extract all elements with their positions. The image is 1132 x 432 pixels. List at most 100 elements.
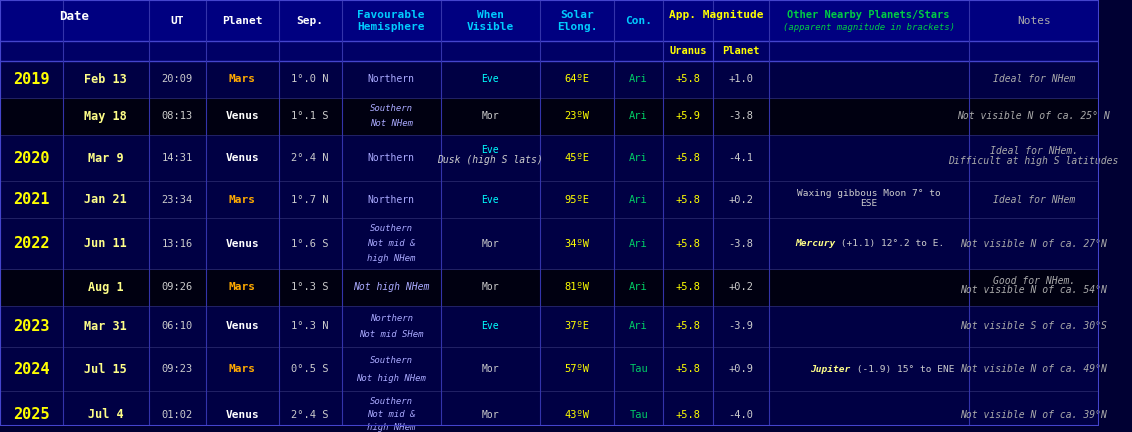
Text: Not visible N of ca. 25° N: Not visible N of ca. 25° N: [958, 111, 1110, 121]
Text: Not mid &: Not mid &: [367, 410, 415, 419]
Text: 45ºE: 45ºE: [565, 153, 590, 163]
Text: Not visible N of ca. 49°N: Not visible N of ca. 49°N: [960, 364, 1107, 374]
Bar: [0, 181, 1099, 218]
Text: Not visible N of ca. 54°N: Not visible N of ca. 54°N: [960, 286, 1107, 295]
Text: (-1.9) 15° to ENE: (-1.9) 15° to ENE: [851, 365, 954, 374]
Text: Northern: Northern: [370, 314, 413, 323]
Text: Not mid &: Not mid &: [367, 239, 415, 248]
Text: 2019: 2019: [14, 72, 50, 87]
Text: Ari: Ari: [629, 111, 648, 121]
Text: Mor: Mor: [481, 111, 499, 121]
Text: Southern: Southern: [370, 356, 413, 365]
Text: App. Magnitude: App. Magnitude: [669, 10, 763, 20]
Bar: [0, 306, 1099, 347]
Text: Not mid SHem: Not mid SHem: [359, 330, 423, 339]
Text: 37ºE: 37ºE: [565, 321, 590, 331]
Text: Ari: Ari: [629, 238, 648, 248]
Text: 0°.5 S: 0°.5 S: [291, 364, 329, 374]
Text: May 18: May 18: [84, 110, 127, 123]
Text: Jul 15: Jul 15: [84, 363, 127, 376]
Text: +5.8: +5.8: [676, 410, 701, 419]
Bar: [0, 135, 1099, 181]
Text: Elong.: Elong.: [557, 22, 598, 32]
Text: +5.8: +5.8: [676, 321, 701, 331]
Text: Planet: Planet: [222, 16, 263, 26]
Text: Mor: Mor: [481, 364, 499, 374]
Text: Sep.: Sep.: [297, 16, 324, 26]
Bar: [0, 347, 1099, 391]
Text: -3.8: -3.8: [729, 111, 754, 121]
Text: UT: UT: [171, 16, 183, 26]
Text: (apparent magnitude in brackets): (apparent magnitude in brackets): [782, 23, 954, 32]
Text: Southern: Southern: [370, 225, 413, 233]
Text: 1°.7 N: 1°.7 N: [291, 195, 329, 205]
Text: Eve: Eve: [481, 195, 499, 205]
Text: -3.8: -3.8: [729, 238, 754, 248]
Text: 23:34: 23:34: [162, 195, 192, 205]
Text: Tau: Tau: [629, 410, 648, 419]
Text: Northern: Northern: [368, 153, 414, 163]
Text: Jun 11: Jun 11: [84, 237, 127, 250]
Text: +5.8: +5.8: [676, 153, 701, 163]
Text: high NHem: high NHem: [367, 254, 415, 263]
Text: Ari: Ari: [629, 321, 648, 331]
Text: Ari: Ari: [629, 283, 648, 292]
Text: Mar 31: Mar 31: [84, 320, 127, 333]
Text: Aug 1: Aug 1: [88, 281, 123, 294]
Text: 2020: 2020: [14, 151, 50, 166]
Text: Mor: Mor: [481, 410, 499, 419]
Text: Solar: Solar: [560, 10, 594, 20]
Text: +0.9: +0.9: [729, 364, 754, 374]
Text: 13:16: 13:16: [162, 238, 192, 248]
Text: 64ºE: 64ºE: [565, 74, 590, 84]
Text: 1°.1 S: 1°.1 S: [291, 111, 329, 121]
Text: 1°.0 N: 1°.0 N: [291, 74, 329, 84]
Bar: [0, 0, 1099, 41]
Text: 2024: 2024: [14, 362, 50, 377]
Text: +5.8: +5.8: [676, 283, 701, 292]
Text: 2022: 2022: [14, 236, 50, 251]
Text: 1°.6 S: 1°.6 S: [291, 238, 329, 248]
Text: Southern: Southern: [370, 397, 413, 406]
Text: Ideal for NHem.: Ideal for NHem.: [989, 146, 1078, 156]
Text: high NHem: high NHem: [367, 423, 415, 432]
Text: 20:09: 20:09: [162, 74, 192, 84]
Text: 2°.4 N: 2°.4 N: [291, 153, 329, 163]
Text: Eve: Eve: [481, 146, 499, 156]
Text: Northern: Northern: [368, 74, 414, 84]
Text: -4.0: -4.0: [729, 410, 754, 419]
Text: Good for NHem.: Good for NHem.: [993, 276, 1074, 286]
Text: Venus: Venus: [225, 111, 259, 121]
Text: Dusk (high S lats): Dusk (high S lats): [437, 155, 543, 165]
Text: +1.0: +1.0: [729, 74, 754, 84]
Text: Ideal for NHem: Ideal for NHem: [993, 74, 1074, 84]
Text: 2021: 2021: [14, 192, 50, 207]
Text: Venus: Venus: [225, 410, 259, 419]
Text: Other Nearby Planets/Stars: Other Nearby Planets/Stars: [788, 10, 950, 20]
Text: Not visible N of ca. 27°N: Not visible N of ca. 27°N: [960, 238, 1107, 248]
Text: Northern: Northern: [368, 195, 414, 205]
Text: Jan 21: Jan 21: [84, 193, 127, 206]
Text: Eve: Eve: [481, 74, 499, 84]
Text: Waxing gibbous Moon 7° to: Waxing gibbous Moon 7° to: [797, 189, 941, 198]
Text: Mars: Mars: [229, 195, 256, 205]
Text: 1°.3 N: 1°.3 N: [291, 321, 329, 331]
Text: 09:26: 09:26: [162, 283, 192, 292]
Text: 06:10: 06:10: [162, 321, 192, 331]
Text: Ideal for NHem: Ideal for NHem: [993, 195, 1074, 205]
Bar: [0, 269, 1099, 306]
Text: Planet: Planet: [722, 46, 760, 56]
Bar: [0, 391, 1099, 432]
Text: Notes: Notes: [1017, 16, 1050, 26]
Text: Jupiter: Jupiter: [809, 365, 850, 374]
Text: Tau: Tau: [629, 364, 648, 374]
Text: Feb 13: Feb 13: [84, 73, 127, 86]
Bar: [0, 61, 1099, 98]
Text: +5.8: +5.8: [676, 238, 701, 248]
Text: +5.8: +5.8: [676, 195, 701, 205]
Text: Not NHem: Not NHem: [370, 119, 413, 128]
Text: 09:23: 09:23: [162, 364, 192, 374]
Text: Hemisphere: Hemisphere: [358, 22, 424, 32]
Text: Ari: Ari: [629, 195, 648, 205]
Text: +5.9: +5.9: [676, 111, 701, 121]
